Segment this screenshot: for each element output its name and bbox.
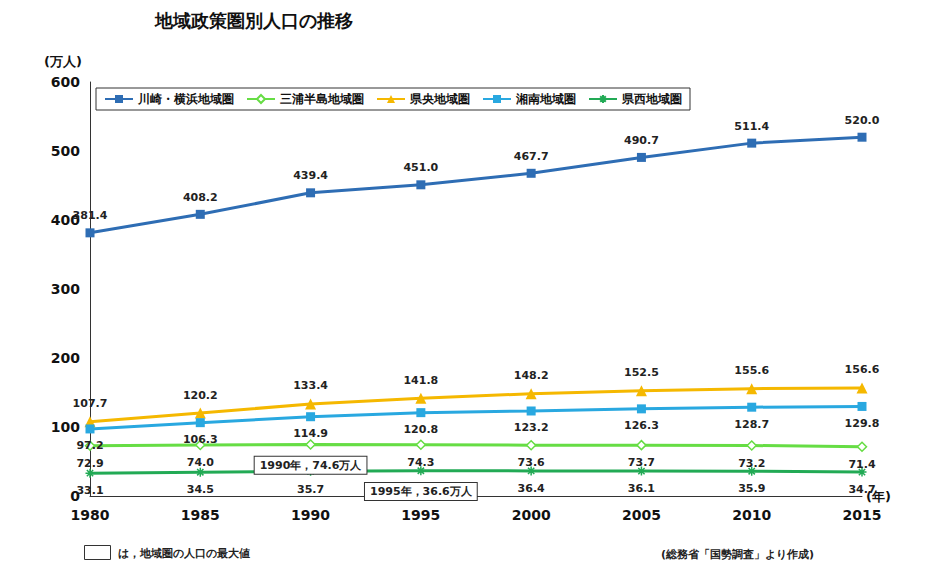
svg-text:72.9: 72.9 bbox=[76, 457, 103, 470]
svg-text:381.4: 381.4 bbox=[73, 209, 108, 222]
svg-text:三浦半島地域圏: 三浦半島地域圏 bbox=[280, 92, 364, 106]
svg-text:2005: 2005 bbox=[622, 507, 661, 523]
svg-text:152.5: 152.5 bbox=[624, 366, 659, 379]
svg-text:35.7: 35.7 bbox=[297, 483, 324, 496]
svg-text:71.4: 71.4 bbox=[848, 458, 875, 471]
svg-text:36.4: 36.4 bbox=[518, 482, 545, 495]
svg-text:73.7: 73.7 bbox=[628, 456, 655, 469]
svg-text:36.1: 36.1 bbox=[628, 482, 655, 495]
svg-text:156.6: 156.6 bbox=[845, 363, 880, 376]
svg-text:73.6: 73.6 bbox=[518, 456, 545, 469]
svg-text:600: 600 bbox=[51, 74, 80, 90]
svg-text:490.7: 490.7 bbox=[624, 134, 659, 147]
svg-text:1985: 1985 bbox=[181, 507, 220, 523]
svg-text:は，地域圏の人口の最大値: は，地域圏の人口の最大値 bbox=[118, 547, 250, 560]
svg-text:35.9: 35.9 bbox=[738, 482, 765, 495]
svg-text:1995年，36.6万人: 1995年，36.6万人 bbox=[370, 485, 473, 498]
svg-text:511.4: 511.4 bbox=[734, 120, 769, 133]
svg-text:100: 100 bbox=[51, 419, 80, 435]
svg-text:520.0: 520.0 bbox=[845, 114, 880, 127]
svg-text:120.8: 120.8 bbox=[403, 423, 438, 436]
svg-text:200: 200 bbox=[51, 350, 80, 366]
svg-text:1990年，74.6万人: 1990年，74.6万人 bbox=[260, 459, 363, 472]
svg-text:1980: 1980 bbox=[71, 507, 110, 523]
svg-text:408.2: 408.2 bbox=[183, 191, 218, 204]
svg-text:128.7: 128.7 bbox=[734, 418, 769, 431]
svg-text:1995: 1995 bbox=[401, 507, 440, 523]
svg-text:川崎・横浜地域圏: 川崎・横浜地域圏 bbox=[137, 92, 234, 106]
svg-text:県西地域圏: 県西地域圏 bbox=[621, 92, 682, 106]
svg-text:2015: 2015 bbox=[843, 507, 882, 523]
svg-text:(総務省「国勢調査」より作成): (総務省「国勢調査」より作成) bbox=[661, 548, 814, 561]
svg-text:155.6: 155.6 bbox=[734, 364, 769, 377]
svg-text:(万人): (万人) bbox=[44, 54, 82, 69]
svg-text:114.9: 114.9 bbox=[293, 427, 328, 440]
svg-text:湘南地域圏: 湘南地域圏 bbox=[515, 92, 576, 106]
svg-text:107.7: 107.7 bbox=[73, 397, 108, 410]
svg-text:地域政策圏別人口の推移: 地域政策圏別人口の推移 bbox=[154, 10, 353, 31]
svg-text:73.2: 73.2 bbox=[738, 457, 765, 470]
svg-text:2000: 2000 bbox=[512, 507, 551, 523]
svg-text:451.0: 451.0 bbox=[403, 161, 438, 174]
svg-text:74.3: 74.3 bbox=[407, 456, 434, 469]
svg-text:県央地域圏: 県央地域圏 bbox=[409, 92, 470, 106]
svg-text:148.2: 148.2 bbox=[514, 369, 549, 382]
svg-text:33.1: 33.1 bbox=[76, 484, 103, 497]
svg-text:467.7: 467.7 bbox=[514, 150, 549, 163]
svg-text:141.8: 141.8 bbox=[403, 374, 438, 387]
svg-text:34.5: 34.5 bbox=[187, 483, 214, 496]
svg-text:400: 400 bbox=[50, 212, 80, 228]
svg-text:34.7: 34.7 bbox=[848, 483, 875, 496]
svg-text:300: 300 bbox=[51, 281, 80, 297]
svg-text:129.8: 129.8 bbox=[845, 417, 880, 430]
svg-text:120.2: 120.2 bbox=[183, 389, 218, 402]
svg-text:0: 0 bbox=[70, 488, 80, 504]
svg-text:1990: 1990 bbox=[291, 507, 330, 523]
svg-text:500: 500 bbox=[51, 143, 80, 159]
svg-text:133.4: 133.4 bbox=[293, 379, 328, 392]
svg-text:2010: 2010 bbox=[732, 507, 771, 523]
svg-text:97.2: 97.2 bbox=[76, 439, 103, 452]
svg-text:(年): (年) bbox=[866, 488, 891, 504]
svg-text:74.0: 74.0 bbox=[187, 456, 214, 469]
svg-text:123.2: 123.2 bbox=[514, 421, 549, 434]
svg-text:126.3: 126.3 bbox=[624, 419, 659, 432]
svg-text:106.3: 106.3 bbox=[183, 433, 218, 446]
svg-text:439.4: 439.4 bbox=[293, 169, 328, 182]
